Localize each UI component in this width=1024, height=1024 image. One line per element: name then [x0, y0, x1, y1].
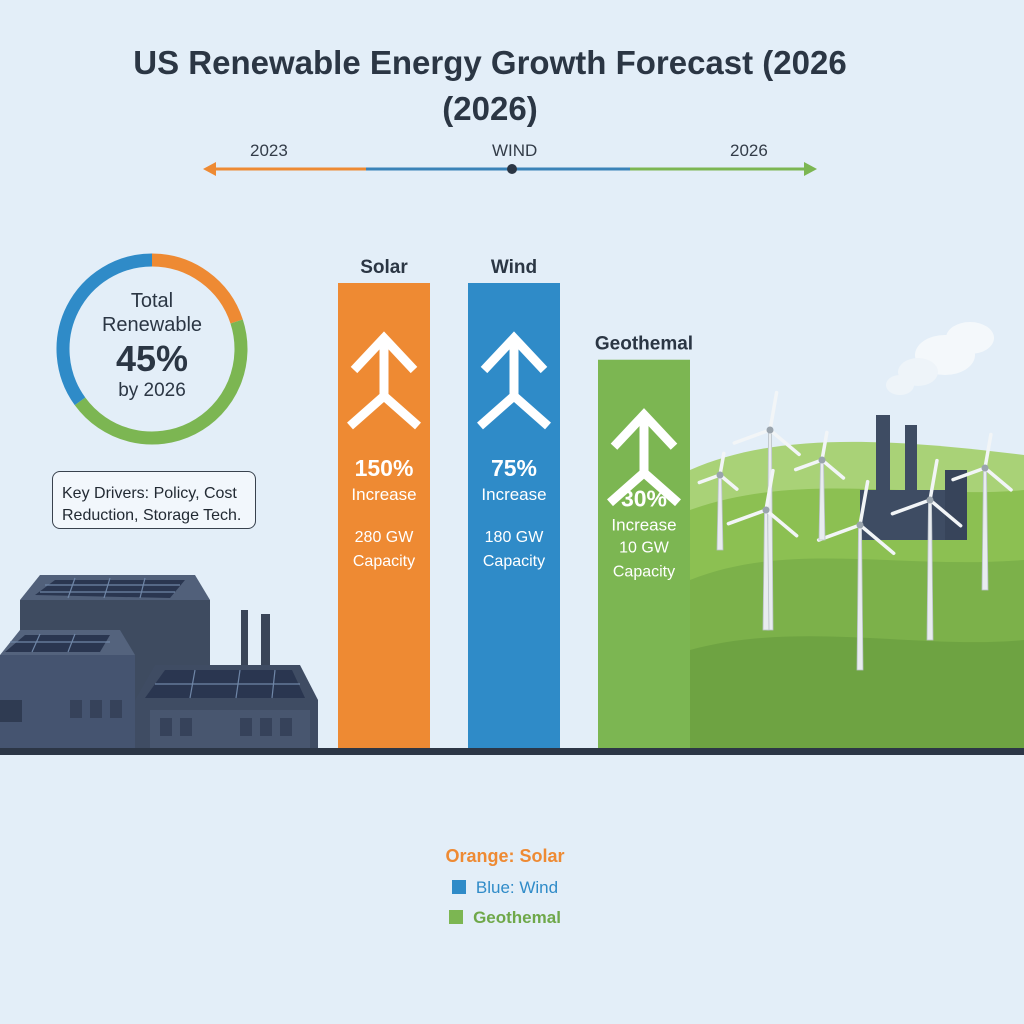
turbine-blade	[983, 466, 1013, 492]
donut-ring	[56, 253, 248, 445]
legend-solar: Orange: Solar	[445, 846, 565, 866]
bar-label-solar: Solar	[360, 257, 408, 278]
legend-wind: Blue: Wind	[0, 878, 1010, 898]
bar-label-wind: Wind	[491, 257, 537, 278]
wind-turbines	[697, 390, 1013, 671]
turbine-hub	[981, 464, 989, 472]
up-arrow-icon	[607, 408, 681, 507]
turbine-blade	[718, 451, 726, 477]
bar-capacity-value-wind: 180 GW	[485, 529, 545, 546]
turbine-tower	[856, 524, 864, 671]
bar-percent-solar: 150%	[355, 455, 414, 481]
turbine-blade	[858, 523, 896, 556]
solar-factory-illustration	[0, 575, 318, 752]
turbine-blade	[983, 432, 993, 470]
turbine-blade	[732, 428, 772, 445]
turbine-blade	[764, 468, 775, 512]
bar-percent-wind: 75%	[491, 455, 537, 481]
timeline	[203, 162, 817, 176]
turbine-blade	[816, 523, 862, 542]
bar-capacity-value-solar: 280 GW	[355, 529, 415, 546]
factory-icon	[860, 322, 994, 540]
donut-label-renewable: Renewable	[101, 314, 203, 336]
bar-capacity-value-geothemal: 10 GW	[619, 540, 670, 557]
baseline	[0, 748, 1024, 755]
turbine-tower	[762, 509, 770, 631]
bar-group: Solar 150% Increase 280 GW Capacity Wind 75% In…	[338, 257, 693, 748]
legend-wind-swatch	[451, 880, 466, 894]
up-arrow-icon	[347, 331, 421, 430]
chart-title-line2: (2026)	[442, 90, 538, 127]
turbine-hub	[818, 456, 826, 464]
turbine-blade	[928, 498, 963, 528]
chart-title: US Renewable Energy Growth Forecast (202…	[133, 44, 847, 81]
turbine-hub	[856, 521, 864, 529]
turbine-hub	[762, 506, 770, 514]
turbine-blade	[768, 428, 801, 457]
turbine-blade	[820, 458, 846, 480]
bar-capacity-label-geothemal: Capacity	[613, 564, 675, 581]
donut-segment	[74, 319, 248, 445]
donut-label-year: by 2026	[118, 380, 186, 401]
up-arrow-icon	[477, 331, 551, 430]
donut-segment	[151, 253, 243, 324]
key-drivers-line2: Reduction, Storage Tech.	[62, 507, 242, 524]
donut-segment	[56, 253, 153, 406]
bar-capacity-label-solar: Capacity	[353, 553, 415, 570]
arrow-right-icon	[804, 162, 817, 176]
turbine-blade	[890, 498, 932, 516]
turbine-hub	[716, 471, 724, 479]
donut-percent: 45%	[115, 338, 189, 379]
donut-label-total: Total	[130, 290, 174, 312]
turbine-blade	[764, 508, 799, 538]
bar-label-geothemal: Geothemal	[595, 334, 693, 355]
turbine-blade	[858, 479, 870, 527]
timeline-marker	[507, 164, 517, 174]
turbine-blade	[820, 430, 829, 462]
turbine-tower	[926, 499, 934, 641]
bar-capacity-label-wind: Capacity	[483, 553, 545, 570]
turbine-blade	[928, 458, 939, 502]
turbine-blade	[951, 466, 987, 482]
turbine-tower	[716, 474, 724, 551]
turbine-tower	[981, 467, 989, 591]
turbine-blade	[697, 473, 722, 485]
turbine-blade	[768, 390, 779, 432]
bar-increase-solar: Increase	[351, 485, 416, 504]
arrow-left-icon	[203, 162, 216, 176]
turbine-blade	[726, 508, 768, 526]
key-drivers-line1: Key Drivers: Policy, Cost	[62, 485, 237, 502]
landscape-hills	[690, 441, 1024, 752]
turbine-hub	[766, 426, 774, 434]
turbine-tower	[818, 459, 826, 541]
key-drivers-box: Key Drivers: Policy, Cost Reduction, Sto…	[52, 471, 256, 529]
bar-increase-geothemal: Increase	[611, 516, 676, 535]
turbine-blade	[793, 458, 824, 472]
legend-wind-label: Blue: Wind	[475, 878, 559, 897]
legend-geo-swatch	[449, 910, 464, 924]
legend-geo-label: Geothemal	[473, 908, 561, 927]
bar-increase-wind: Increase	[481, 485, 546, 504]
turbine-blade	[718, 473, 739, 491]
timeline-start-label: 2023	[250, 141, 288, 160]
turbine-hub	[926, 496, 934, 504]
timeline-end-label: 2026	[730, 141, 768, 160]
legend-geo: Geothemal	[0, 908, 1010, 928]
timeline-mid-label: WIND	[492, 141, 538, 160]
bar-percent-geothemal: 30%	[621, 486, 667, 512]
